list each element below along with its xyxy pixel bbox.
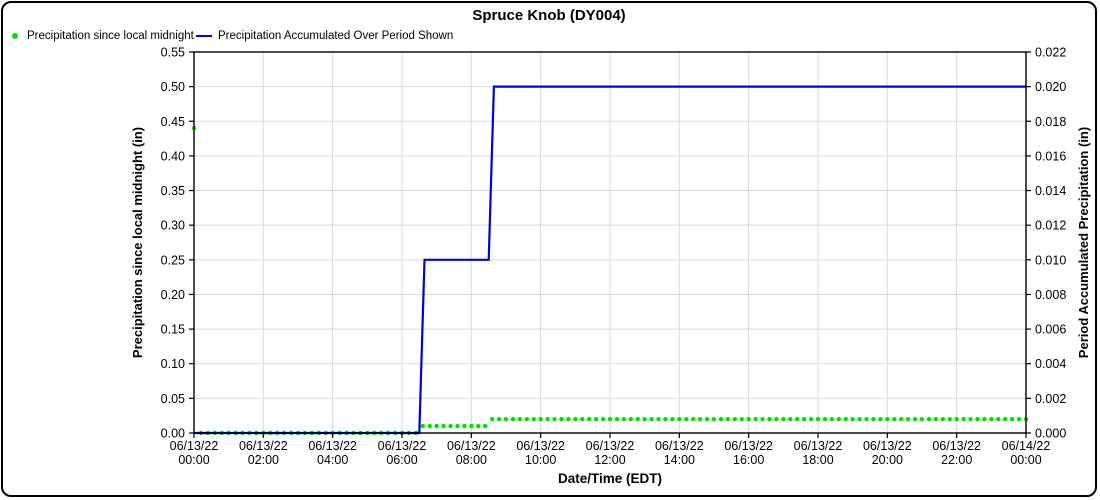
- y-left-tick-label: 0.20: [161, 288, 185, 302]
- y-left-tick-label: 0.05: [161, 392, 185, 406]
- y-left-tick-label: 0.30: [161, 219, 185, 233]
- green-dot-marker-icon: [12, 33, 18, 39]
- x-tick-date-label: 06/13/22: [447, 439, 496, 453]
- y-right-tick-label: 0.010: [1035, 253, 1066, 267]
- y-right-tick-label: 0.008: [1035, 288, 1066, 302]
- x-tick-time-label: 14:00: [664, 453, 695, 467]
- y-right-tick-label: 0.006: [1035, 323, 1066, 337]
- y-right-tick-label: 0.022: [1035, 46, 1066, 60]
- y-right-tick-label: 0.014: [1035, 184, 1066, 198]
- x-tick-time-label: 20:00: [872, 453, 903, 467]
- y-left-tick-label: 0.50: [161, 80, 185, 94]
- legend-label: Precipitation Accumulated Over Period Sh…: [218, 30, 454, 42]
- y-right-tick-labels: 0.000 0.002 0.004 0.006 0.008 0.010 0.012 0.014…: [1035, 46, 1066, 441]
- plot-area: 0.00 0.05 0.10 0.15 0.20 0.25 0.30 0.35 0.40 0.45…: [130, 46, 1091, 487]
- x-tick-date-label: 06/13/22: [586, 439, 635, 453]
- y-left-tick-labels: 0.00 0.05 0.10 0.15 0.20 0.25 0.30 0.35 0.40 0.45…: [161, 46, 185, 441]
- x-tick-date-label: 06/13/22: [239, 439, 288, 453]
- x-tick-time-label: 12:00: [594, 453, 625, 467]
- y-right-tick-label: 0.016: [1035, 149, 1066, 163]
- x-tick-date-label: 06/13/22: [794, 439, 843, 453]
- x-tick-time-label: 02:00: [248, 453, 279, 467]
- y-right-tick-label: 0.018: [1035, 115, 1066, 129]
- blue-line-marker-icon: [196, 35, 212, 37]
- x-tick-time-label: 00:00: [178, 453, 209, 467]
- y-right-tick-label: 0.004: [1035, 357, 1066, 371]
- x-tick-date-label: 06/13/22: [516, 439, 565, 453]
- y-left-tick-label: 0.40: [161, 149, 185, 163]
- x-tick-date-label: 06/13/22: [724, 439, 773, 453]
- gridlines: [194, 52, 1026, 433]
- x-tick-date-label: 06/13/22: [308, 439, 357, 453]
- x-tick-date-label: 06/13/22: [170, 439, 219, 453]
- x-axis-title: Date/Time (EDT): [558, 471, 662, 486]
- x-tick-date-label: 06/13/22: [932, 439, 981, 453]
- y-left-tick-label: 0.35: [161, 184, 185, 198]
- y-left-tick-label: 0.45: [161, 115, 185, 129]
- axis-ticks: [189, 51, 1031, 438]
- x-tick-time-label: 08:00: [456, 453, 487, 467]
- y-right-axis-title: Period Accumulated Precipitation (in): [1076, 127, 1091, 358]
- x-tick-time-label: 18:00: [802, 453, 833, 467]
- chart-title: Spruce Knob (DY004): [472, 7, 626, 24]
- legend-label: Precipitation since local midnight: [27, 30, 194, 42]
- x-tick-time-label: 00:00: [1010, 453, 1041, 467]
- x-tick-date-label: 06/14/22: [1002, 439, 1051, 453]
- x-tick-time-label: 10:00: [525, 453, 556, 467]
- x-tick-date-label: 06/13/22: [655, 439, 704, 453]
- x-tick-date-label: 06/13/22: [378, 439, 427, 453]
- y-left-tick-label: 0.15: [161, 323, 185, 337]
- x-tick-labels: 06/13/2200:0006/13/2202:0006/13/2204:000…: [170, 439, 1051, 467]
- y-left-tick-label: 0.25: [161, 253, 185, 267]
- y-left-axis-title: Precipitation since local midnight (in): [130, 127, 145, 358]
- y-left-tick-label: 0.00: [161, 427, 185, 441]
- x-tick-time-label: 06:00: [386, 453, 417, 467]
- y-right-tick-label: 0.020: [1035, 80, 1066, 94]
- y-left-tick-label: 0.55: [161, 46, 185, 60]
- legend-item-precip-since-midnight: Precipitation since local midnight: [12, 28, 194, 44]
- y-right-tick-label: 0.002: [1035, 392, 1066, 406]
- y-right-tick-label: 0.000: [1035, 427, 1066, 441]
- x-tick-time-label: 04:00: [317, 453, 348, 467]
- y-right-tick-label: 0.012: [1035, 219, 1066, 233]
- x-tick-date-label: 06/13/22: [863, 439, 912, 453]
- y-left-tick-label: 0.10: [161, 357, 185, 371]
- x-tick-time-label: 22:00: [941, 453, 972, 467]
- x-tick-time-label: 16:00: [733, 453, 764, 467]
- legend-item-accumulated: Precipitation Accumulated Over Period Sh…: [196, 28, 453, 44]
